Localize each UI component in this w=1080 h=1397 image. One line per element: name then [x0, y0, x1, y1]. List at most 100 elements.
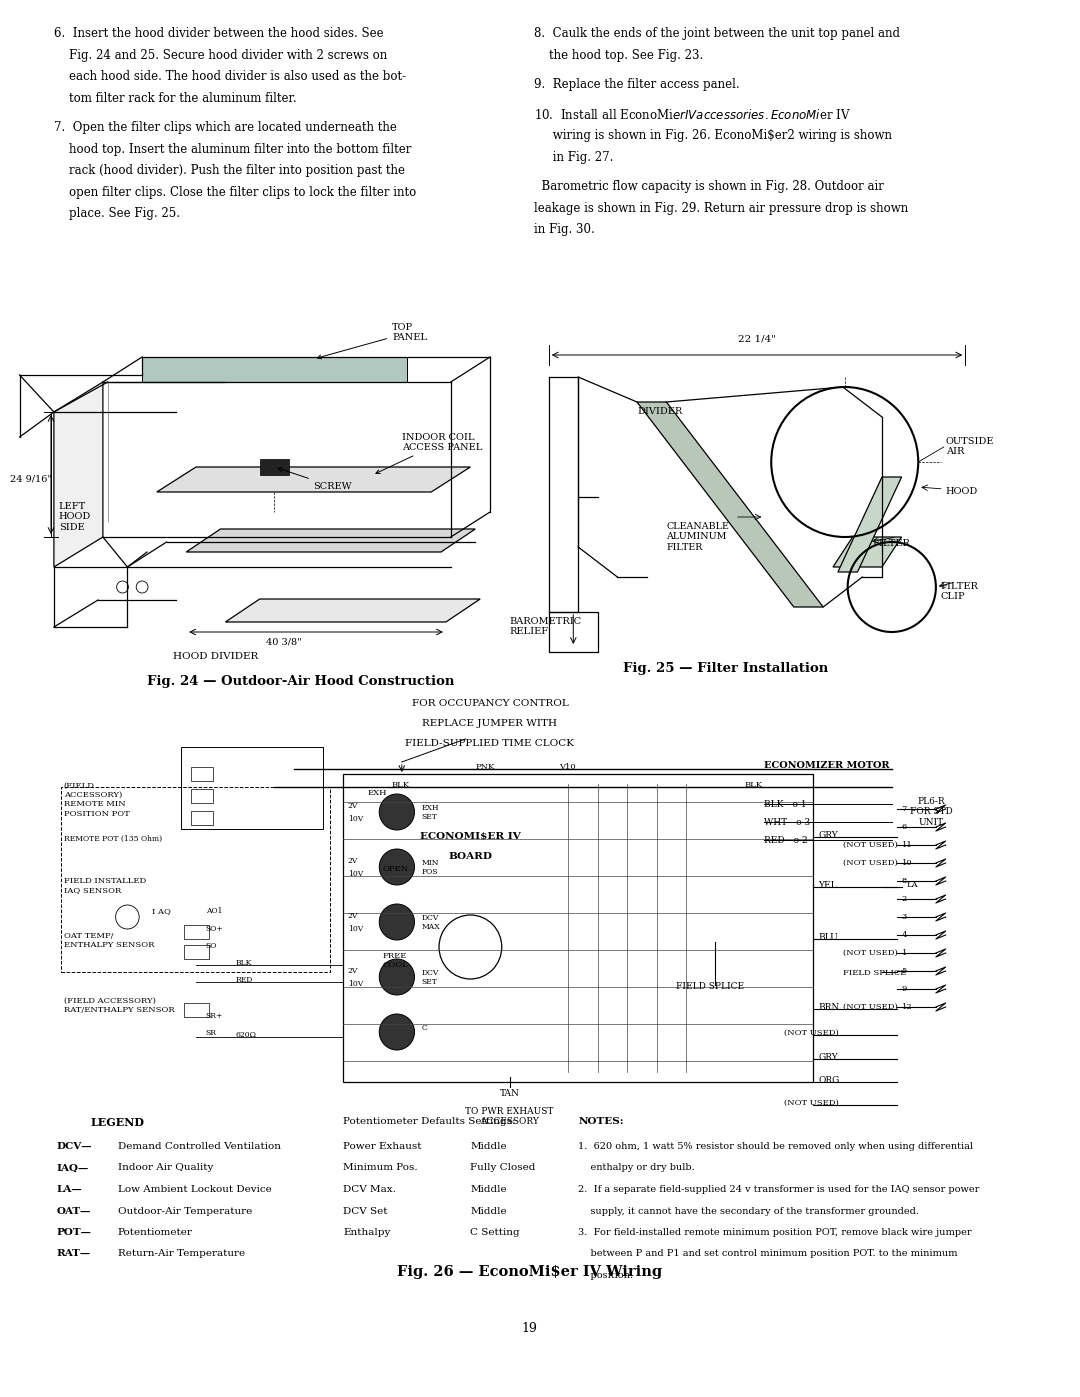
Text: BOARD: BOARD [448, 852, 492, 861]
Circle shape [379, 904, 415, 940]
Text: 1.  620 ohm, 1 watt 5% resistor should be removed only when using differential: 1. 620 ohm, 1 watt 5% resistor should be… [578, 1141, 973, 1151]
Text: between P and P1 and set control minimum position POT. to the minimum: between P and P1 and set control minimum… [578, 1249, 958, 1259]
Text: 2V: 2V [348, 856, 359, 865]
Text: position.: position. [578, 1271, 633, 1280]
Text: MIN
POS: MIN POS [421, 859, 438, 876]
Circle shape [379, 849, 415, 886]
Text: RED—o 2: RED—o 2 [765, 835, 808, 845]
Text: DCV
SET: DCV SET [421, 970, 438, 986]
Bar [191, 789, 213, 803]
Text: 2.  If a separate field-supplied 24 v transformer is used for the IAQ sensor pow: 2. If a separate field-supplied 24 v tra… [578, 1185, 980, 1194]
Text: RED: RED [235, 977, 253, 983]
Text: 8.  Caulk the ends of the joint between the unit top panel and: 8. Caulk the ends of the joint between t… [535, 27, 900, 41]
Text: (NOT USED): (NOT USED) [784, 1099, 839, 1106]
Text: TAN: TAN [500, 1090, 519, 1098]
Text: 10: 10 [902, 859, 913, 868]
Text: PNK: PNK [475, 763, 495, 771]
Text: hood top. Insert the aluminum filter into the bottom filter: hood top. Insert the aluminum filter int… [54, 142, 411, 155]
Text: 7: 7 [902, 805, 907, 813]
Text: FILTER
CLIP: FILTER CLIP [941, 583, 978, 601]
Text: SR: SR [206, 1030, 217, 1037]
Text: OAT TEMP/
ENTHALPY SENSOR: OAT TEMP/ ENTHALPY SENSOR [64, 932, 154, 949]
Text: SO+: SO+ [206, 925, 224, 933]
Polygon shape [54, 381, 103, 567]
Text: NOTES:: NOTES: [578, 1118, 624, 1126]
Text: 10V: 10V [348, 814, 363, 823]
Text: REPLACE JUMPER WITH: REPLACE JUMPER WITH [422, 719, 557, 728]
Polygon shape [226, 599, 481, 622]
Text: (FIELD
ACCESSORY)
REMOTE MIN
POSITION POT: (FIELD ACCESSORY) REMOTE MIN POSITION PO… [64, 782, 130, 817]
Text: EXH: EXH [367, 789, 387, 798]
Text: DCV—: DCV— [57, 1141, 92, 1151]
Text: 11: 11 [902, 841, 913, 849]
Text: 6.  Insert the hood divider between the hood sides. See: 6. Insert the hood divider between the h… [54, 27, 383, 41]
Circle shape [379, 1014, 415, 1051]
Text: BLK—o 1: BLK—o 1 [765, 800, 807, 809]
Text: Minimum Pos.: Minimum Pos. [343, 1164, 418, 1172]
Text: V10: V10 [558, 763, 576, 771]
Polygon shape [186, 529, 475, 552]
Text: LA: LA [906, 882, 918, 888]
Text: C Setting: C Setting [471, 1228, 519, 1236]
Circle shape [379, 958, 415, 995]
Text: DIVIDER: DIVIDER [637, 407, 683, 416]
Text: Power Exhaust: Power Exhaust [343, 1141, 421, 1151]
Text: DCV Max.: DCV Max. [343, 1185, 396, 1194]
Text: LEFT
HOOD
SIDE: LEFT HOOD SIDE [58, 502, 91, 532]
Text: INDOOR COIL
ACCESS PANEL: INDOOR COIL ACCESS PANEL [376, 433, 482, 474]
Text: 1: 1 [902, 949, 907, 957]
Text: Fig. 25 — Filter Installation: Fig. 25 — Filter Installation [622, 662, 827, 675]
Polygon shape [838, 476, 902, 571]
Bar [191, 767, 213, 781]
Text: 3.  For field-installed remote minimum position POT, remove black wire jumper: 3. For field-installed remote minimum po… [578, 1228, 972, 1236]
Text: SCREW: SCREW [278, 468, 352, 490]
Text: (NOT USED): (NOT USED) [842, 859, 897, 868]
Text: C: C [421, 1024, 428, 1032]
Text: YEL: YEL [819, 882, 837, 890]
Text: tom filter rack for the aluminum filter.: tom filter rack for the aluminum filter. [54, 91, 297, 105]
Text: the hood top. See Fig. 23.: the hood top. See Fig. 23. [535, 49, 703, 61]
Text: FIELD-SUPPLIED TIME CLOCK: FIELD-SUPPLIED TIME CLOCK [405, 739, 575, 747]
Text: leakage is shown in Fig. 29. Return air pressure drop is shown: leakage is shown in Fig. 29. Return air … [535, 201, 908, 215]
Text: supply, it cannot have the secondary of the transformer grounded.: supply, it cannot have the secondary of … [578, 1207, 919, 1215]
Text: (NOT USED): (NOT USED) [842, 949, 897, 957]
Text: (NOT USED): (NOT USED) [842, 1003, 897, 1011]
Text: 6: 6 [902, 823, 907, 831]
Text: GRY: GRY [819, 1053, 838, 1062]
Text: GRY: GRY [819, 831, 838, 840]
Bar [343, 774, 813, 1083]
Text: Fig. 24 and 25. Secure hood divider with 2 screws on: Fig. 24 and 25. Secure hood divider with… [54, 49, 387, 61]
Text: 24 9/16": 24 9/16" [10, 474, 52, 483]
Text: 4: 4 [902, 930, 907, 939]
Text: BLK: BLK [745, 781, 762, 789]
Polygon shape [157, 467, 471, 492]
Text: LEGEND: LEGEND [91, 1118, 145, 1127]
Text: 9: 9 [902, 985, 907, 993]
Text: Middle: Middle [471, 1185, 507, 1194]
Text: Middle: Middle [471, 1141, 507, 1151]
Text: Potentiometer: Potentiometer [118, 1228, 192, 1236]
Text: FOR OCCUPANCY CONTROL: FOR OCCUPANCY CONTROL [411, 698, 568, 708]
Text: Enthalpy: Enthalpy [343, 1228, 390, 1236]
Text: wiring is shown in Fig. 26. EconoMi$er2 wiring is shown: wiring is shown in Fig. 26. EconoMi$er2 … [535, 129, 892, 142]
Text: REMOTE POT (135 Ohm): REMOTE POT (135 Ohm) [64, 835, 162, 842]
Text: Outdoor-Air Temperature: Outdoor-Air Temperature [118, 1207, 252, 1215]
Text: 10V: 10V [348, 981, 363, 988]
Polygon shape [259, 460, 289, 475]
Text: 10.  Install all EconoMi$er IV accessories. EconoMi$er IV: 10. Install all EconoMi$er IV accessorie… [535, 108, 851, 122]
Text: ECONOMIZER MOTOR: ECONOMIZER MOTOR [765, 761, 890, 770]
Text: DCV Set: DCV Set [343, 1207, 388, 1215]
Text: OUTSIDE
AIR: OUTSIDE AIR [946, 437, 995, 457]
Text: CLEANABLE
ALUMINUM
FILTER: CLEANABLE ALUMINUM FILTER [666, 522, 729, 552]
Text: LA—: LA— [57, 1185, 82, 1194]
Text: ECONOMI$ER IV: ECONOMI$ER IV [420, 833, 521, 841]
Text: in Fig. 27.: in Fig. 27. [535, 151, 613, 163]
Text: place. See Fig. 25.: place. See Fig. 25. [54, 207, 180, 219]
Text: enthalpy or dry bulb.: enthalpy or dry bulb. [578, 1164, 694, 1172]
Text: WHT—o 3: WHT—o 3 [765, 819, 810, 827]
Text: FIELD SPLICE: FIELD SPLICE [676, 982, 744, 990]
Text: (NOT USED): (NOT USED) [784, 1030, 839, 1037]
Text: TO PWR EXHAUST
ACCESSORY: TO PWR EXHAUST ACCESSORY [465, 1106, 554, 1126]
Text: OAT—: OAT— [57, 1207, 91, 1215]
Text: BLU: BLU [819, 933, 838, 942]
